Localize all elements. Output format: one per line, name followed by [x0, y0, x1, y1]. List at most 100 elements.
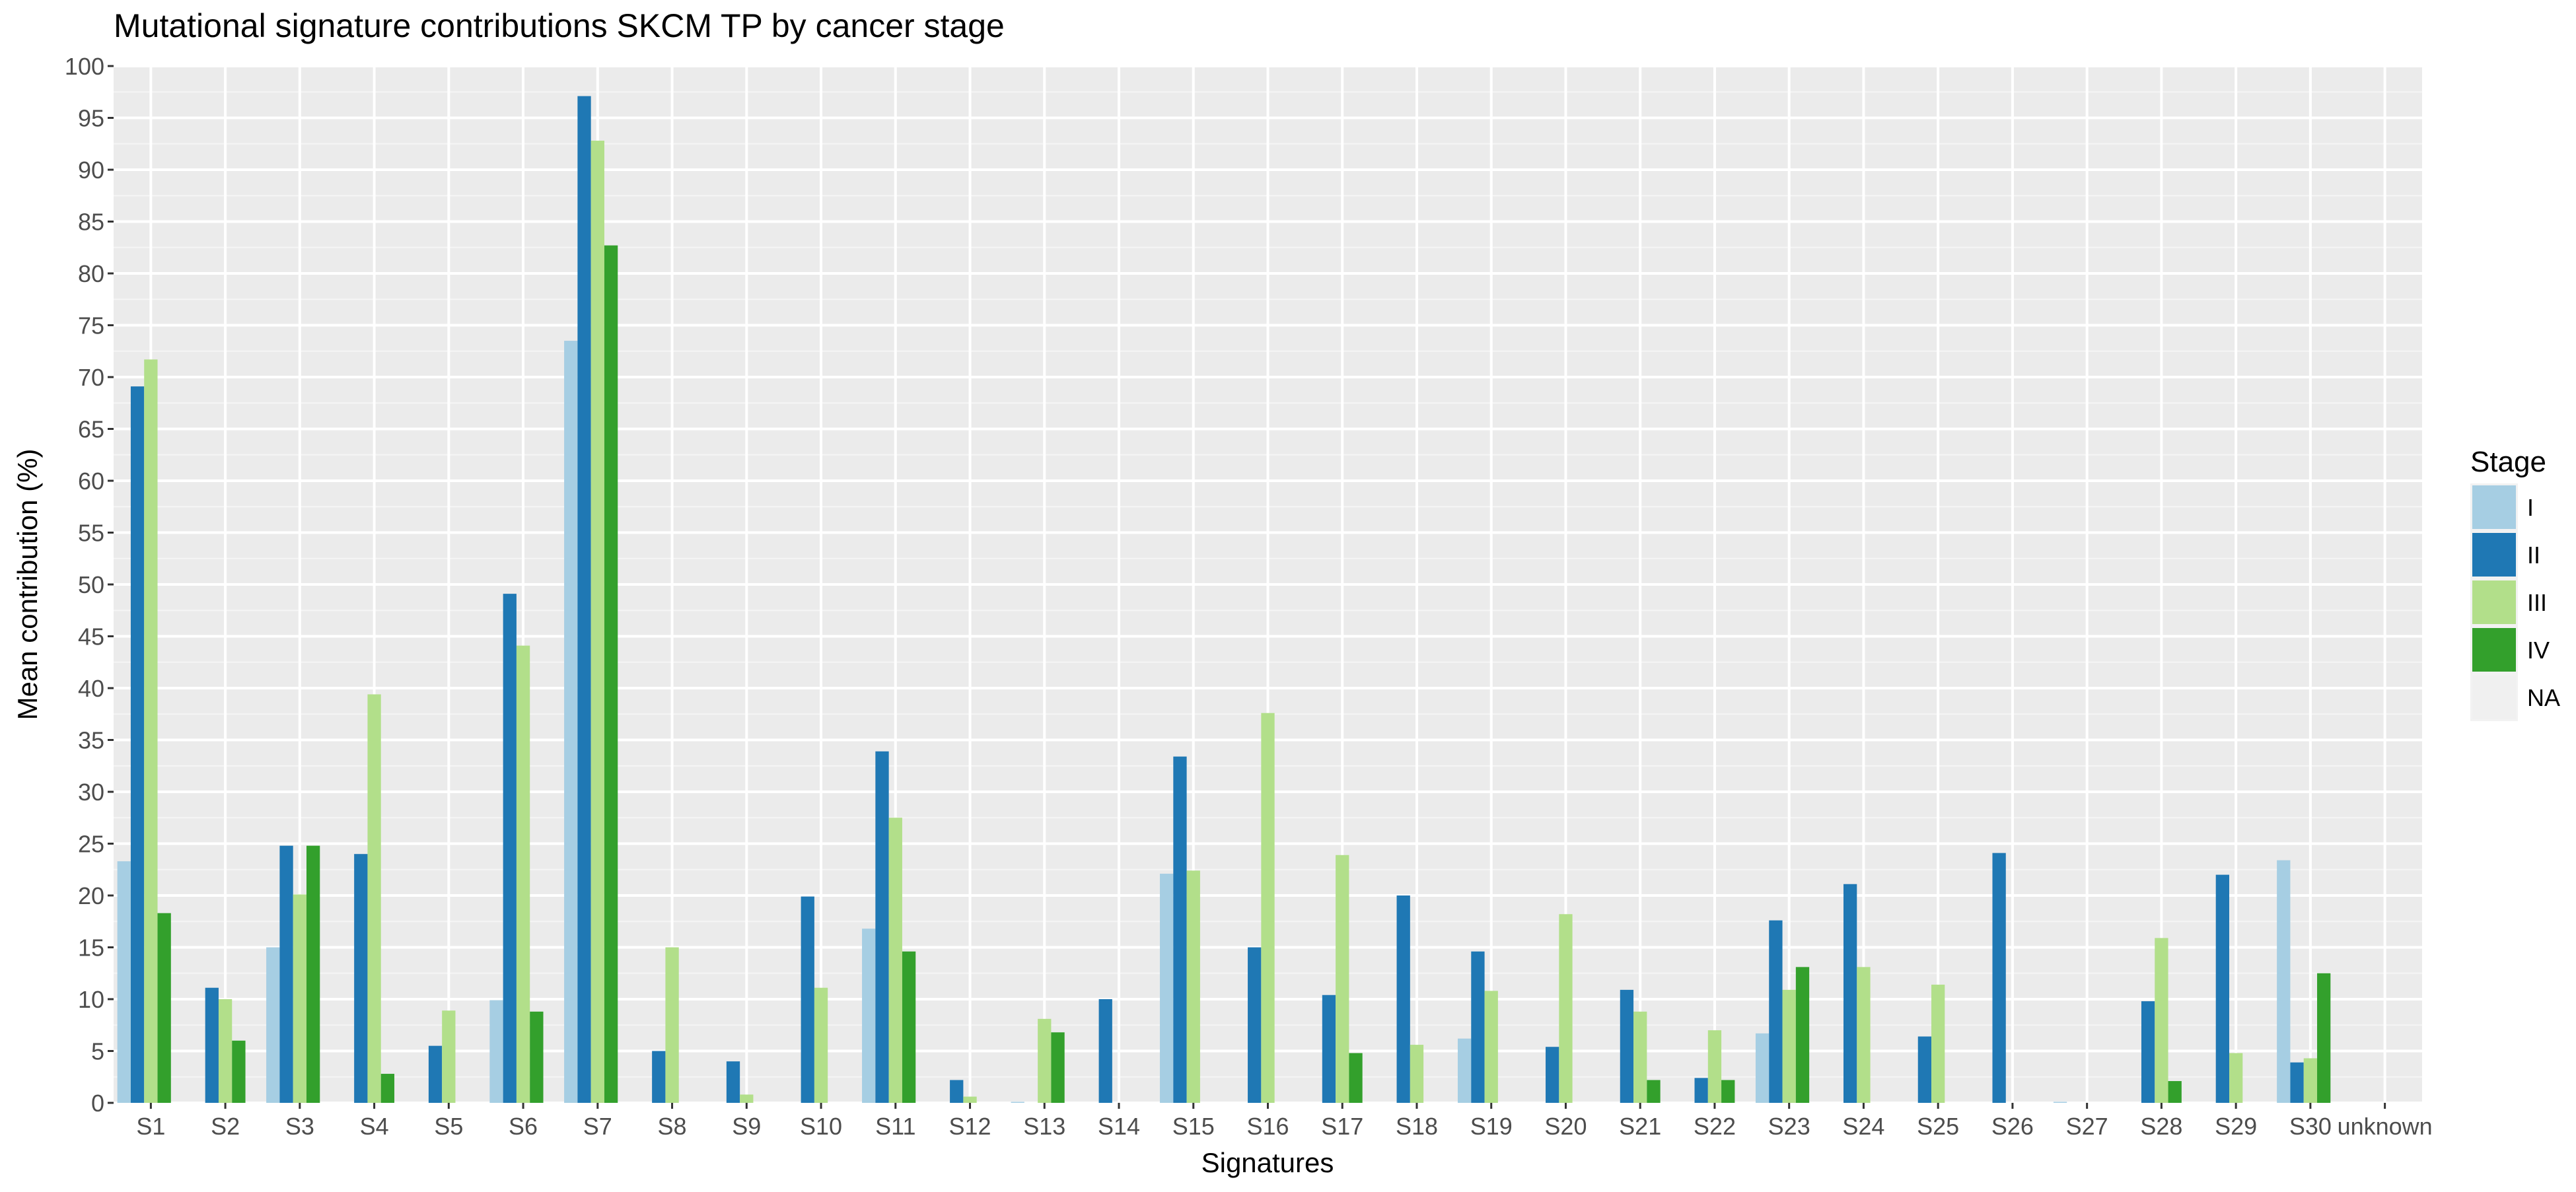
x-tick-label: S22: [1694, 1113, 1736, 1140]
bar-I-S3: [266, 947, 280, 1103]
x-tick-label: S18: [1396, 1113, 1438, 1140]
bar-II-S6: [503, 594, 517, 1103]
x-tick-label: S3: [285, 1113, 314, 1140]
y-tick-label: 45: [78, 623, 104, 650]
bar-IV-S4: [380, 1074, 395, 1103]
bar-II-S9: [726, 1061, 740, 1103]
chart-title: Mutational signature contributions SKCM …: [114, 7, 1005, 44]
bar-III-S28: [2155, 938, 2168, 1103]
bar-II-S8: [652, 1051, 666, 1103]
bar-II-S17: [1322, 995, 1336, 1103]
bar-IV-S13: [1051, 1032, 1065, 1103]
x-tick-label: S10: [800, 1113, 842, 1140]
bar-IV-S3: [306, 845, 320, 1103]
bar-III-S2: [218, 999, 233, 1103]
y-tick-label: 50: [78, 571, 104, 598]
bar-II-S16: [1248, 947, 1262, 1103]
bar-I-S30: [2277, 860, 2291, 1103]
bar-III-S6: [516, 645, 530, 1103]
y-tick-label: 80: [78, 260, 104, 287]
y-tick-label: 95: [78, 105, 104, 132]
bar-III-S29: [2229, 1053, 2243, 1103]
bar-II-S7: [577, 96, 591, 1103]
bar-III-S17: [1336, 855, 1349, 1103]
bar-IV-S30: [2317, 973, 2331, 1103]
x-tick-label: S24: [1842, 1113, 1884, 1140]
bar-III-S1: [144, 359, 158, 1103]
x-tick-label: S30: [2289, 1113, 2332, 1140]
legend-swatch-NA: [2472, 676, 2516, 719]
bar-III-S11: [888, 818, 902, 1103]
bar-III-S3: [293, 894, 307, 1103]
x-tick-label: S1: [136, 1113, 165, 1140]
x-tick-label: S20: [1544, 1113, 1587, 1140]
bar-IV-S7: [604, 245, 618, 1103]
bar-I-S15: [1160, 874, 1174, 1103]
bar-II-S2: [205, 987, 219, 1103]
legend-swatch-IV: [2472, 628, 2516, 672]
bar-II-S23: [1769, 920, 1783, 1103]
bar-III-S24: [1857, 967, 1871, 1103]
bar-III-S18: [1410, 1045, 1424, 1103]
bar-I-S23: [1755, 1033, 1770, 1103]
bar-II-S19: [1471, 951, 1485, 1103]
legend-label-III: III: [2527, 589, 2547, 616]
bar-II-S30: [2290, 1062, 2304, 1103]
bar-IV-S23: [1795, 967, 1810, 1103]
x-tick-label: S25: [1917, 1113, 1959, 1140]
bar-II-S12: [950, 1080, 964, 1103]
bar-II-S29: [2215, 874, 2229, 1103]
x-tick-label: S19: [1470, 1113, 1513, 1140]
x-tick-label: S15: [1172, 1113, 1215, 1140]
x-tick-label: S27: [2066, 1113, 2108, 1140]
x-tick-label: S23: [1768, 1113, 1810, 1140]
bar-IV-S28: [2168, 1081, 2182, 1103]
bar-IV-S1: [157, 913, 171, 1103]
y-tick-label: 70: [78, 364, 104, 391]
x-tick-label: S11: [875, 1113, 915, 1140]
bars: [117, 96, 2331, 1103]
x-axis-title: Signatures: [1201, 1147, 1334, 1178]
bar-II-S25: [1917, 1036, 1932, 1103]
legend-label-NA: NA: [2527, 684, 2560, 711]
bar-III-S8: [665, 947, 679, 1103]
y-tick-label: 85: [78, 209, 104, 236]
y-tick-label: 55: [78, 520, 104, 547]
bar-I-S13: [1011, 1102, 1024, 1103]
x-axis: S1 S2 S3 S4 S5 S6 S7 S8 S9 S10 S11 S12 S13 S14 S15 S16 S…: [136, 1103, 2433, 1140]
x-tick-label: S29: [2215, 1113, 2257, 1140]
x-tick-label: S21: [1619, 1113, 1661, 1140]
x-tick-label: S7: [583, 1113, 612, 1140]
bar-II-S24: [1843, 884, 1857, 1103]
y-tick-label: 0: [91, 1090, 104, 1117]
legend-label-II: II: [2527, 542, 2540, 569]
x-tick-label: S2: [211, 1113, 240, 1140]
bar-III-S4: [367, 694, 381, 1103]
bar-III-S23: [1782, 989, 1796, 1103]
bar-II-S3: [279, 845, 293, 1103]
bar-II-S4: [354, 854, 368, 1103]
bar-IV-S2: [232, 1040, 246, 1103]
y-tick-label: 65: [78, 416, 104, 443]
y-axis: 0 5 10 15 20 25 30 35 40 45 50 55 60 65 70 75 80 85 90 95 10…: [65, 53, 114, 1117]
x-tick-label: S8: [658, 1113, 687, 1140]
bar-IV-S21: [1647, 1080, 1661, 1103]
bar-IV-S17: [1349, 1053, 1363, 1103]
bar-II-S5: [428, 1045, 443, 1103]
bar-II-S22: [1694, 1078, 1708, 1103]
bar-I-S1: [117, 861, 131, 1103]
x-tick-label: S4: [360, 1113, 389, 1140]
legend-swatch-III: [2472, 580, 2516, 624]
y-tick-label: 40: [78, 675, 104, 702]
bar-II-S18: [1396, 895, 1410, 1103]
bar-II-S21: [1620, 989, 1634, 1103]
y-tick-label: 90: [78, 157, 104, 184]
y-tick-label: 35: [78, 727, 104, 754]
legend-swatch-II: [2472, 533, 2516, 577]
bar-III-S25: [1931, 985, 1945, 1103]
bar-III-S15: [1186, 870, 1200, 1103]
x-tick-label: S6: [509, 1113, 538, 1140]
